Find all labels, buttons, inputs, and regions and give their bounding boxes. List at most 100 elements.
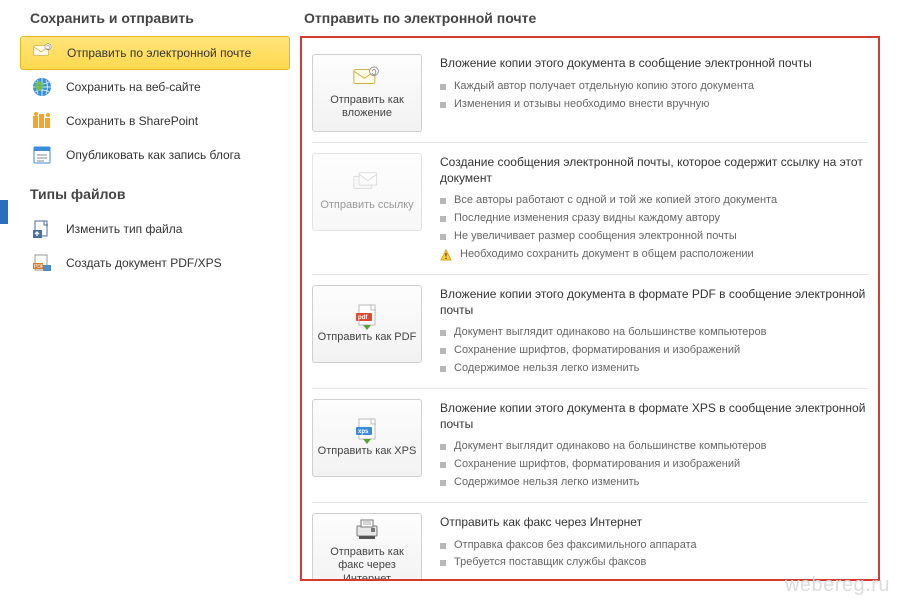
bullet-item: Требуется поставщик службы факсов [440,554,868,572]
bullet-item: Изменения и отзывы необходимо внести вру… [440,96,868,114]
bullet-text: Сохранение шрифтов, форматирования и изо… [454,343,740,359]
send-option-button-label: Отправить как PDF [318,331,417,344]
send-option-bullets: Документ выглядит одинаково на большинст… [440,324,868,378]
bullet-square-icon [440,348,446,354]
bullet-text: Не увеличивает размер сообщения электрон… [454,229,737,245]
sidebar-heading-filetypes: Типы файлов [30,186,290,202]
send-option-title: Отправить как факс через Интернет [440,515,868,531]
bullet-item: Все авторы работают с одной и той же коп… [440,192,868,210]
mail-attach-icon [353,66,381,90]
main-panel: Отправить по электронной почте Отправить… [300,10,900,601]
sidebar-item-label: Сохранить в SharePoint [66,114,198,128]
send-option-row: Отправить как вложение Вложение копии это… [312,44,868,143]
bullet-square-icon [440,366,446,372]
bullet-square-icon [440,102,446,108]
send-option-body: Отправить как факс через Интернет Отправк… [440,513,868,581]
bullet-item: Сохранение шрифтов, форматирования и изо… [440,342,868,360]
bullet-item: Сохранение шрифтов, форматирования и изо… [440,456,868,474]
send-option-title: Создание сообщения электронной почты, ко… [440,155,868,186]
send-option-button-fax[interactable]: Отправить как факс через Интернет [312,513,422,581]
xps-icon: xps [353,417,381,441]
send-option-row: Отправить как факс через ИнтернетОтправи… [312,503,868,581]
send-option-button-label: Отправить как XPS [318,445,417,458]
send-option-bullets: Отправка факсов без факсимильного аппара… [440,537,868,573]
bullet-item: Отправка факсов без факсимильного аппара… [440,537,868,555]
send-option-button-label: Отправить как вложение [317,94,417,120]
sidebar-item-globe[interactable]: Сохранить на веб-сайте [20,70,290,104]
bullet-text: Все авторы работают с одной и той же коп… [454,193,777,209]
send-option-bullets: Документ выглядит одинаково на большинст… [440,438,868,492]
sidebar-item-mail-attach[interactable]: Отправить по электронной почте [20,36,290,70]
pdfxps-icon: PDF [32,253,52,273]
sidebar-item-pdfxps[interactable]: PDF Создать документ PDF/XPS [20,246,290,280]
send-option-bullets: Все авторы работают с одной и той же коп… [440,192,868,264]
sidebar-item-label: Опубликовать как запись блога [66,148,240,162]
send-option-button-mail-attach[interactable]: Отправить как вложение [312,54,422,132]
main-title: Отправить по электронной почте [304,10,880,26]
bullet-item: Не увеличивает размер сообщения электрон… [440,228,868,246]
bullet-square-icon [440,234,446,240]
fax-icon [353,518,381,542]
bullet-text: Каждый автор получает отдельную копию эт… [454,79,754,95]
send-option-row: Отправить ссылку Создание сообщения элект… [312,143,868,275]
send-option-row: pdf Отправить как PDF Вложение копии этого… [312,275,868,389]
bullet-text: Содержимое нельзя легко изменить [454,361,639,377]
pdf-icon: pdf [353,303,381,327]
send-option-button-label: Отправить как факс через Интернет [317,546,417,581]
change-type-icon [32,219,52,239]
send-option-body: Создание сообщения электронной почты, ко… [440,153,868,264]
send-option-button-mail-link: Отправить ссылку [312,153,422,231]
globe-icon [32,77,52,97]
bullet-square-icon [440,480,446,486]
bullet-text: Документ выглядит одинаково на большинст… [454,439,766,455]
warning-icon [440,249,452,261]
bullet-text: Необходимо сохранить документ в общем ра… [460,247,754,263]
sidebar-heading-save-send: Сохранить и отправить [30,10,290,26]
send-option-body: Вложение копии этого документа в сообщен… [440,54,868,132]
bullet-text: Документ выглядит одинаково на большинст… [454,325,766,341]
send-option-row: xps Отправить как XPS Вложение копии этого… [312,389,868,503]
svg-text:pdf: pdf [358,315,368,321]
sidebar-item-label: Изменить тип файла [66,222,182,236]
bullet-square-icon [440,543,446,549]
send-option-title: Вложение копии этого документа в сообщен… [440,56,868,72]
send-option-button-label: Отправить ссылку [320,199,413,212]
sidebar-item-label: Отправить по электронной почте [67,46,251,60]
svg-text:xps: xps [358,429,369,435]
send-option-button-xps[interactable]: xps Отправить как XPS [312,399,422,477]
send-option-body: Вложение копии этого документа в формате… [440,285,868,378]
bullet-square-icon [440,198,446,204]
sidebar: Сохранить и отправить Отправить по элект… [20,10,300,601]
blog-icon [32,145,52,165]
sharepoint-icon [32,111,52,131]
bullet-text: Сохранение шрифтов, форматирования и изо… [454,457,740,473]
bullet-item: Содержимое нельзя легко изменить [440,474,868,492]
bullet-square-icon [440,216,446,222]
bullet-item: Документ выглядит одинаково на большинст… [440,438,868,456]
bullet-square-icon [440,560,446,566]
mail-attach-icon [33,43,53,63]
bullet-item: Документ выглядит одинаково на большинст… [440,324,868,342]
bullet-item: Содержимое нельзя легко изменить [440,360,868,378]
bullet-text: Требуется поставщик службы факсов [454,555,646,571]
sidebar-item-blog[interactable]: Опубликовать как запись блога [20,138,290,172]
bullet-text: Изменения и отзывы необходимо внести вру… [454,97,709,113]
bullet-square-icon [440,330,446,336]
left-accent-bar [0,200,8,224]
bullet-item: Каждый автор получает отдельную копию эт… [440,78,868,96]
bullet-item: Необходимо сохранить документ в общем ра… [440,246,868,264]
highlight-box: Отправить как вложение Вложение копии это… [300,36,880,581]
sidebar-item-change-type[interactable]: Изменить тип файла [20,212,290,246]
bullet-square-icon [440,444,446,450]
bullet-square-icon [440,84,446,90]
send-option-button-pdf[interactable]: pdf Отправить как PDF [312,285,422,363]
send-option-body: Вложение копии этого документа в формате… [440,399,868,492]
bullet-text: Отправка факсов без факсимильного аппара… [454,538,697,554]
bullet-square-icon [440,462,446,468]
sidebar-item-sharepoint[interactable]: Сохранить в SharePoint [20,104,290,138]
send-option-bullets: Каждый автор получает отдельную копию эт… [440,78,868,114]
mail-link-icon [353,171,381,195]
send-option-title: Вложение копии этого документа в формате… [440,287,868,318]
sidebar-item-label: Сохранить на веб-сайте [66,80,201,94]
sidebar-item-label: Создать документ PDF/XPS [66,256,222,270]
